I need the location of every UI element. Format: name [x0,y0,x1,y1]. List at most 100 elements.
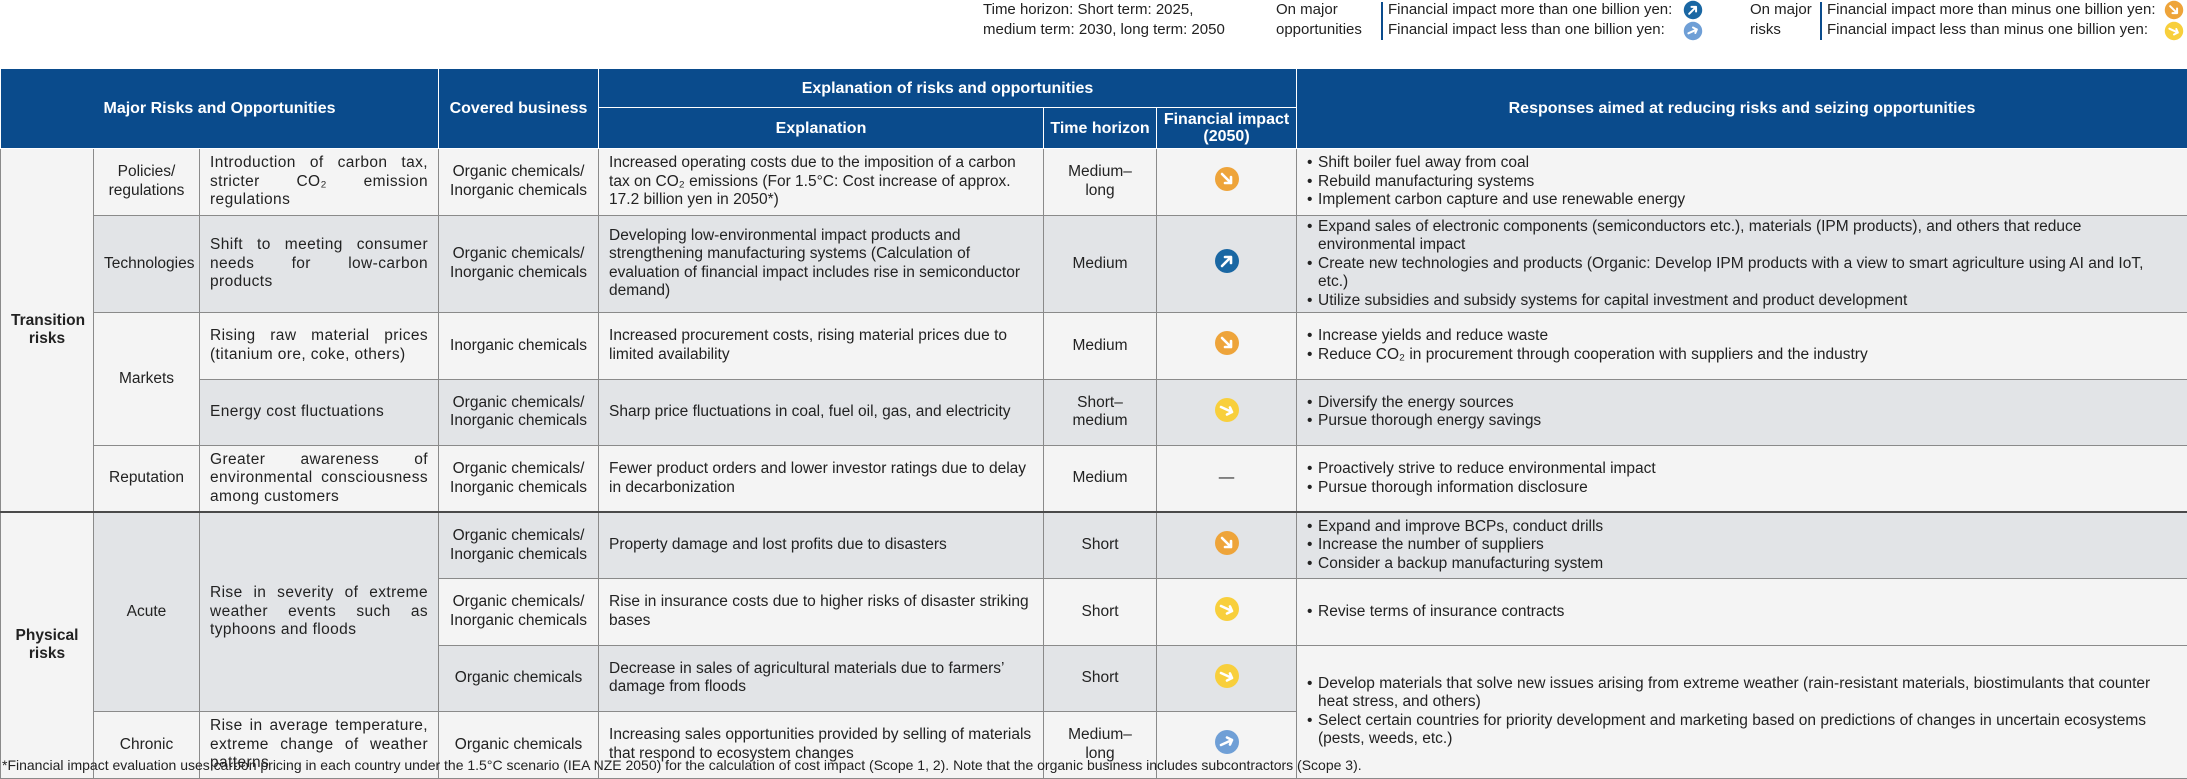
legend-text: On major [1750,1,1812,18]
risk-cell: Greater awareness of environmental consc… [198,445,440,513]
business-cell: Organic chemicals [438,711,600,779]
responses-cell: Expand sales of electronic components (s… [1296,214,2187,313]
explanation-cell: Property damage and lost profits due to … [598,511,1045,579]
responses-cell: Diversify the energy sourcesPursue thoro… [1296,378,2187,446]
footnote: *Financial impact evaluation uses carbon… [2,757,1362,773]
category-cell: Policies/ regulations [93,148,200,216]
horizon-cell: Medium–long [1043,711,1158,779]
risk-cell: Rising raw material prices (titanium ore… [198,312,440,380]
opportunities-label: On major opportunities [1276,0,1362,40]
response-item: Pursue thorough information disclosure [1307,479,2177,498]
icon-risk-low [1214,663,1240,689]
horizon-cell: Short [1043,644,1158,712]
impact-cell [1156,214,1298,313]
response-item: Increase the number of suppliers [1307,536,2177,555]
legend-text: risks [1750,21,1781,38]
impact-cell: — [1156,445,1298,513]
responses-cell: Increase yields and reduce wasteReduce C… [1296,312,2187,380]
horizon-cell: Short [1043,578,1158,646]
header-cell: Major Risks and Opportunities [0,68,440,149]
business-cell: Organic chemicals/ Inorganic chemicals [438,378,600,446]
response-item: Revise terms of insurance contracts [1307,603,2177,622]
icon-risk-high [1214,166,1240,192]
risk-cell: Introduction of carbon tax, stricter CO₂… [198,148,440,216]
explanation-cell: Decrease in sales of agricultural materi… [598,644,1045,712]
responses-cell: Develop materials that solve new issues … [1296,644,2187,779]
icon-opportunity-low [1683,21,1703,41]
response-list: Expand sales of electronic components (s… [1307,218,2177,311]
icon-opportunity-high [1214,248,1240,274]
opportunities-legend: Financial impact more than one billion y… [1388,0,1672,40]
responses-cell: Proactively strive to reduce environment… [1296,445,2187,513]
business-cell: Organic chemicals/ Inorganic chemicals [438,578,600,646]
category-cell: Markets [93,312,200,446]
header-cell: Covered business [438,68,600,149]
response-list: Shift boiler fuel away from coalRebuild … [1307,154,2177,210]
icon-risk-low [1214,397,1240,423]
horizon-cell: Medium–long [1043,148,1158,216]
impact-cell [1156,578,1298,646]
response-item: Shift boiler fuel away from coal [1307,154,2177,173]
response-item: Select certain countries for priority de… [1307,712,2177,749]
legend-text: Time horizon: Short term: 2025, [983,1,1194,18]
risk-cell: Shift to meeting consumer needs for low-… [198,214,440,313]
response-item: Increase yields and reduce waste [1307,327,2177,346]
responses-cell: Expand and improve BCPs, conduct drillsI… [1296,511,2187,579]
legend-text: Financial impact less than minus one bil… [1827,21,2148,38]
response-list: Develop materials that solve new issues … [1307,675,2177,749]
horizon-cell: Short–medium [1043,378,1158,446]
icon-risk-low [1214,596,1240,622]
response-item: Proactively strive to reduce environment… [1307,460,2177,479]
risks-legend: Financial impact more than minus one bil… [1827,0,2156,40]
horizon-cell: Medium [1043,214,1158,313]
icon-opportunity-low [1214,729,1240,755]
impact-cell [1156,148,1298,216]
horizon-cell: Medium [1043,312,1158,380]
explanation-cell: Increasing sales opportunities provided … [598,711,1045,779]
response-item: Rebuild manufacturing systems [1307,173,2177,192]
business-cell: Organic chemicals/ Inorganic chemicals [438,511,600,579]
horizon-cell: Medium [1043,445,1158,513]
response-item: Develop materials that solve new issues … [1307,675,2177,712]
responses-cell: Shift boiler fuel away from coalRebuild … [1296,148,2187,216]
impact-cell [1156,711,1298,779]
explanation-cell: Increased procurement costs, rising mate… [598,312,1045,380]
response-list: Proactively strive to reduce environment… [1307,460,2177,497]
header-cell: Time horizon [1043,107,1158,149]
responses-cell: Revise terms of insurance contracts [1296,578,2187,646]
explanation-cell: Sharp price fluctuations in coal, fuel o… [598,378,1045,446]
impact-cell [1156,511,1298,579]
icon-risk-low [2164,21,2184,41]
response-list: Revise terms of insurance contracts [1307,603,2177,622]
risk-cell: Rise in severity of extreme weather even… [198,511,440,712]
legend-divider [1381,2,1383,40]
legend-text: medium term: 2030, long term: 2050 [983,21,1225,38]
response-item: Create new technologies and products (Or… [1307,255,2177,292]
category-cell: Technologies [93,214,200,313]
category-cell: Chronic [93,711,200,779]
response-item: Pursue thorough energy savings [1307,412,2177,431]
icon-risk-high [1214,530,1240,556]
impact-cell [1156,378,1298,446]
risk-table: Major Risks and Opportunities Covered bu… [0,68,2187,779]
legend-text: Financial impact less than one billion y… [1388,21,1665,38]
explanation-cell: Rise in insurance costs due to higher ri… [598,578,1045,646]
response-list: Expand and improve BCPs, conduct drillsI… [1307,518,2177,574]
header-cell: Responses aimed at reducing risks and se… [1296,68,2187,149]
explanation-cell: Fewer product orders and lower investor … [598,445,1045,513]
icon-opportunity-high [1683,0,1703,20]
response-item: Consider a backup manufacturing system [1307,555,2177,574]
legend-divider [1820,2,1822,40]
icon-risk-high [2164,0,2184,20]
risk-cell: Energy cost fluctuations [198,378,440,446]
explanation-cell: Developing low-environmental impact prod… [598,214,1045,313]
section-cell: Transition risks [0,148,94,513]
response-item: Utilize subsidies and subsidy systems fo… [1307,292,2177,311]
response-item: Expand sales of electronic components (s… [1307,218,2177,255]
legend-text: On major [1276,1,1338,18]
horizon-cell: Short [1043,511,1158,579]
legend-text: Financial impact more than minus one bil… [1827,1,2156,18]
response-list: Increase yields and reduce wasteReduce C… [1307,327,2177,364]
response-item: Diversify the energy sources [1307,394,2177,413]
